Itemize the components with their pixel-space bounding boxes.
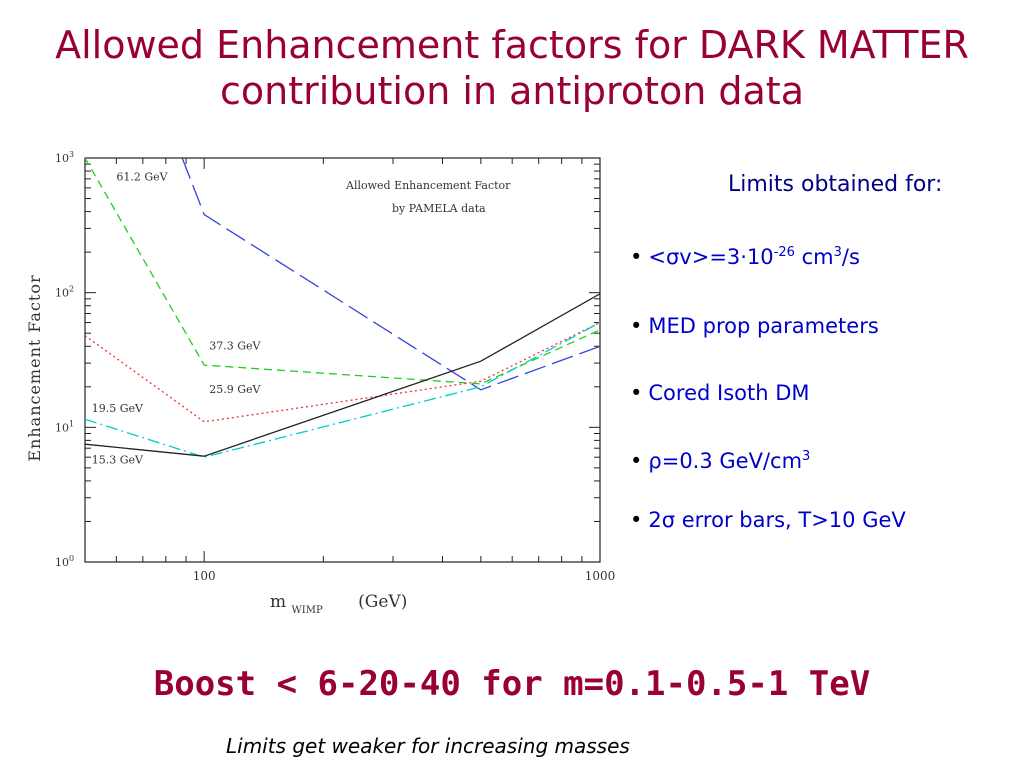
slide-title-line2: contribution in antiproton data [220, 69, 804, 113]
series-label-5: 15.3 GeV [92, 453, 144, 466]
plot-frame [84, 157, 601, 563]
bullet-med-params: • MED prop parameters [630, 314, 879, 338]
bullet-dot: • [630, 245, 643, 269]
y-axis-label: Enhancement Factor [25, 274, 44, 461]
series-label-1: 61.2 GeV [116, 171, 168, 184]
series-lines [85, 158, 600, 458]
y-tick-label: 102 [55, 285, 74, 300]
y-tick-label: 100 [55, 554, 74, 569]
y-tick-label: 103 [55, 150, 74, 165]
chart-title-line1: Allowed Enhancement Factor [345, 179, 511, 192]
bullet-cross-section: • <σv>=3·10-26 cm3/s [630, 245, 860, 269]
series-label-3: 25.9 GeV [209, 383, 261, 396]
x-axis-label-unit: (GeV) [358, 592, 407, 612]
slide-title-line1: Allowed Enhancement factors for DARK MAT… [55, 23, 969, 67]
bullet-dot: • [630, 449, 643, 473]
limits-heading: Limits obtained for: [728, 172, 943, 197]
x-axis-label-sub: WIMP [292, 605, 323, 616]
series-line-1 [181, 158, 600, 391]
enhancement-factor-chart: 100 1000 100 101 102 103 61.2 GeV 37.3 GeV 25.9… [25, 150, 615, 618]
bullet-dot: • [630, 314, 643, 338]
series-label-4: 19.5 GeV [92, 402, 144, 415]
y-tick-label: 101 [55, 419, 74, 434]
series-line-5 [85, 293, 600, 457]
slide-title: Allowed Enhancement factors for DARK MAT… [0, 22, 1024, 114]
x-axis-label: m WIMP (GeV) [270, 592, 407, 618]
series-line-3 [85, 321, 600, 423]
x-tick-label: 1000 [585, 569, 616, 583]
axis-ticks: 100 1000 100 101 102 103 [55, 150, 615, 583]
footnote: Limits get weaker for increasing masses [226, 734, 630, 758]
series-label-2: 37.3 GeV [209, 339, 261, 352]
bullet-dot: • [630, 508, 643, 532]
bullet-dot: • [630, 381, 643, 405]
boost-statement: Boost < 6-20-40 for m=0.1-0.5-1 TeV [153, 664, 871, 704]
series-line-4 [85, 321, 600, 458]
bullet-error-bars: • 2σ error bars, T>10 GeV [630, 508, 906, 532]
bullet-rho: • ρ=0.3 GeV/cm3 [630, 449, 811, 473]
bullet-cored-isoth: • Cored Isoth DM [630, 381, 810, 405]
chart-title-line2: by PAMELA data [392, 202, 486, 215]
x-tick-label: 100 [193, 569, 216, 583]
x-axis-label-main: m [270, 592, 286, 612]
series-labels: 61.2 GeV 37.3 GeV 25.9 GeV 19.5 GeV 15.3 GeV [92, 171, 262, 467]
plot-border [84, 157, 601, 563]
series-line-2 [85, 158, 600, 385]
